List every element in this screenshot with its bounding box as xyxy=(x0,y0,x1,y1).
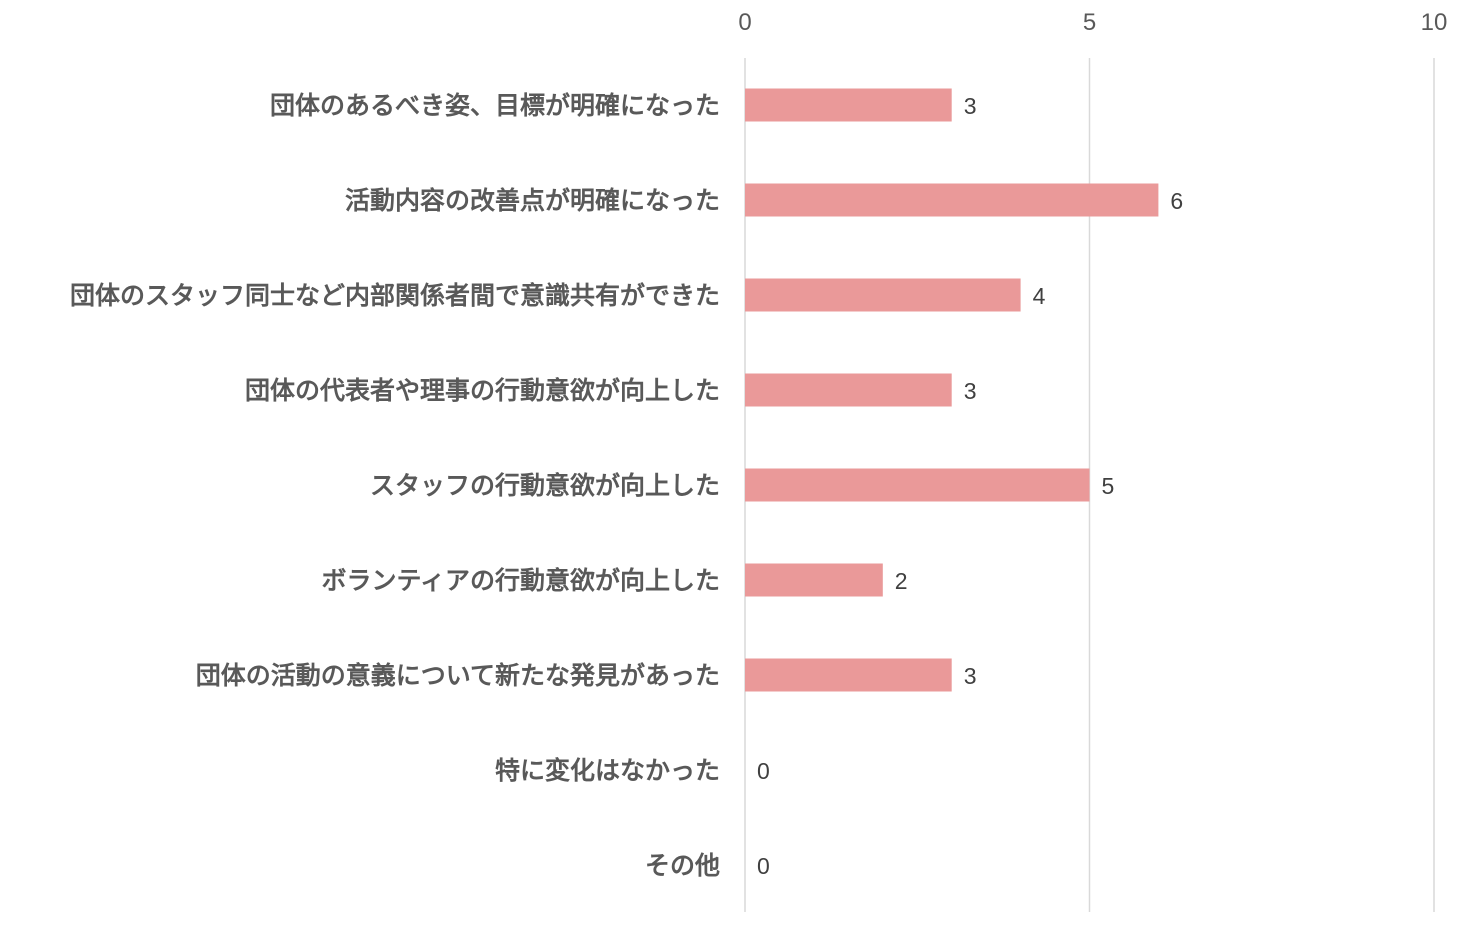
category-label: 特に変化はなかった xyxy=(495,756,720,785)
data-label: 2 xyxy=(895,568,908,594)
data-label: 4 xyxy=(1033,283,1046,309)
category-label: ボランティアの行動意欲が向上した xyxy=(321,566,720,595)
data-label: 0 xyxy=(757,853,770,879)
x-axis-ticks: 0 5 10 xyxy=(738,9,1447,36)
category-label: 団体の代表者や理事の行動意欲が向上した xyxy=(245,376,720,405)
bar xyxy=(745,373,952,407)
x-tick-label: 5 xyxy=(1083,9,1096,36)
category-label: 団体のスタッフ同士など内部関係者間で意識共有ができた xyxy=(70,281,720,310)
data-label: 3 xyxy=(964,378,977,404)
data-label: 3 xyxy=(964,93,977,119)
bar xyxy=(745,88,952,122)
data-label: 6 xyxy=(1170,188,1183,214)
bars xyxy=(745,88,1159,692)
bar xyxy=(745,278,1021,312)
bar xyxy=(745,658,952,692)
bar xyxy=(745,563,883,597)
x-tick-label: 10 xyxy=(1421,9,1448,36)
data-label: 5 xyxy=(1102,473,1115,499)
category-label: 活動内容の改善点が明確になった xyxy=(345,186,720,215)
category-label: スタッフの行動意欲が向上した xyxy=(370,471,720,500)
category-label: 団体の活動の意義について新たな発見があった xyxy=(196,661,720,690)
data-labels: 3 6 4 3 5 2 3 0 0 xyxy=(757,93,1183,879)
category-labels: 団体のあるべき姿、目標が明確になった活動内容の改善点が明確になった団体のスタッフ… xyxy=(70,91,720,880)
bar xyxy=(745,468,1090,502)
data-label: 3 xyxy=(964,663,977,689)
category-label: 団体のあるべき姿、目標が明確になった xyxy=(270,91,720,120)
category-label: その他 xyxy=(645,851,720,880)
bar xyxy=(745,183,1159,217)
x-tick-label: 0 xyxy=(738,9,751,36)
data-label: 0 xyxy=(757,758,770,784)
